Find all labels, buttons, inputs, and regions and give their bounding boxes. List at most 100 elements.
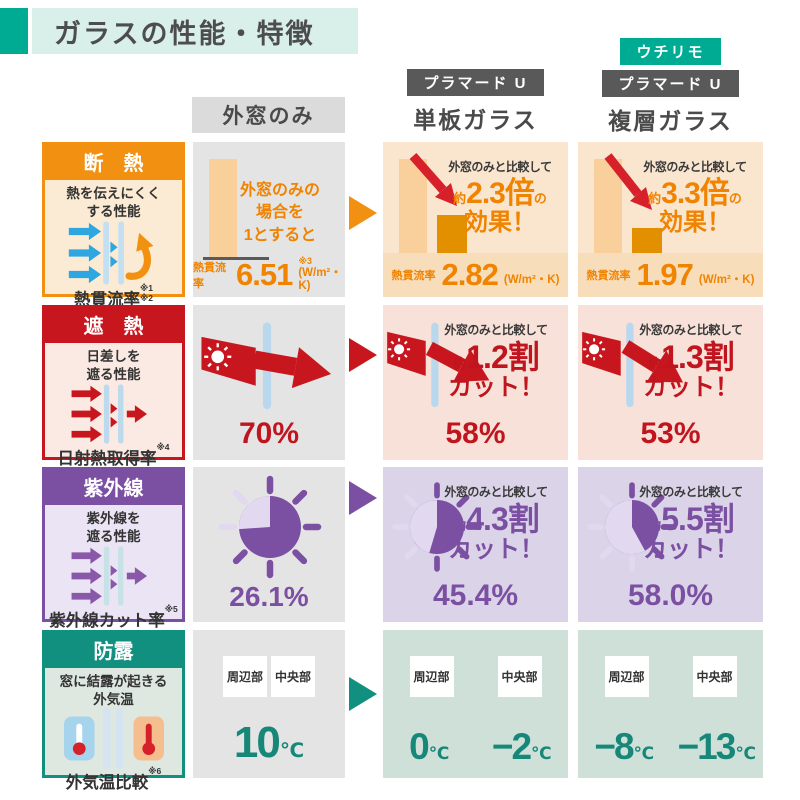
temp-label-edge: 周辺部 <box>604 656 649 697</box>
baseline-note-line2: 場合を <box>255 204 304 222</box>
cut-word: カット！ <box>448 373 544 401</box>
row-metric-label: 紫外線カット率 <box>49 612 165 631</box>
row-label-heat: 遮 熱 日差しを 遮る性能 <box>42 305 185 468</box>
compare-arrow-icon <box>349 196 377 230</box>
baseline-note-line1: 外窓のみの <box>239 182 320 199</box>
page-title: ガラスの性能・特徴 <box>32 8 358 54</box>
column-header-baseline-label: 外窓のみ <box>222 105 315 128</box>
compare-note: 外窓のみと比較して <box>444 485 548 499</box>
metric-note: ※3 <box>298 256 313 267</box>
metric-unit: (W/m²・K) <box>503 273 560 286</box>
temp-label-center: 中央部 <box>271 656 315 697</box>
cell-insulation-baseline: 外窓のみの 場合を 1とすると 熱貫流率 6.51 ※3 (W/m²・K) <box>193 142 345 297</box>
cell-uv-double: 外窓のみと比較して 約5.5割 カット！ 58.0% <box>578 467 763 622</box>
temp-label-center: 中央部 <box>692 656 737 697</box>
metric-label: 熱貫流率 <box>391 270 436 282</box>
row-desc-line2: 遮る性能 <box>86 528 141 544</box>
row-label-uv: 紫外線 紫外線を 遮る性能 <box>42 467 185 630</box>
row-label-dew: 防露 窓に結露が起きる 外気温 外気温比較 ※6 <box>42 630 185 792</box>
cell-uv-single: 外窓のみと比較して 約4.3割 カット！ 45.4% <box>383 467 568 622</box>
cell-dew-double: 周辺部 中央部 −8 ℃ −13 ℃ <box>578 630 763 778</box>
plamado-badge: プラマード U <box>407 69 544 96</box>
metric-unit: (W/m²・K) <box>698 273 755 286</box>
temp-value: 10 <box>233 718 281 767</box>
heat-arrows-icon <box>65 383 163 445</box>
row-title: 遮 熱 <box>45 308 182 343</box>
improved-bar <box>437 215 467 257</box>
metric-value: 6.51 <box>235 257 293 292</box>
improved-bar <box>632 228 662 257</box>
cut-word: カット！ <box>643 535 739 563</box>
row-desc-line1: 窓に結露が起きる <box>59 674 168 689</box>
metric-value: 2.82 <box>441 257 499 292</box>
row-desc-line1: 紫外線を <box>86 511 141 526</box>
uv-sun-pie-icon <box>392 482 482 572</box>
row-desc-line1: 熱を伝えにくく <box>66 186 161 201</box>
rate-value: 45.4% <box>432 579 519 612</box>
cell-insulation-double: 外窓のみと比較して 約3.3倍の 効果！ 熱貫流率 1.97 (W/m²・K) <box>578 142 763 297</box>
cell-dew-single: 周辺部 中央部 0 ℃ −2 ℃ <box>383 630 568 778</box>
effect-word: 効果！ <box>659 208 731 236</box>
page-title-text: ガラスの性能・特徴 <box>54 18 315 49</box>
row-title: 紫外線 <box>45 470 182 505</box>
cell-heat-baseline: 70% <box>193 305 345 460</box>
rate-value: 70% <box>238 417 300 450</box>
cut-value: 4.3割 <box>466 501 539 537</box>
cell-heat-double: 外窓のみと比較して 約1.3割 カット！ 53% <box>578 305 763 460</box>
compare-note: 外窓のみと比較して <box>448 160 552 174</box>
column-header-baseline: 外窓のみ <box>192 97 345 133</box>
insulation-arrows-icon <box>65 220 163 286</box>
sun-heat-arrow-icon <box>387 322 490 408</box>
cut-value: 5.5割 <box>661 501 734 537</box>
row-metric-label: 日射熱取得率 <box>57 450 157 469</box>
row-desc-line2: する性能 <box>86 203 141 219</box>
column-header-double: ウチリモ プラマード U 複層ガラス <box>578 38 763 136</box>
thermometers-icon <box>63 708 164 770</box>
row-title: 断 熱 <box>45 145 182 180</box>
cell-insulation-single: 外窓のみと比較して 約2.3倍の 効果！ 熱貫流率 2.82 (W/m²・K) <box>383 142 568 297</box>
cut-word: カット！ <box>643 373 739 401</box>
plamado-badge: プラマード U <box>602 70 739 97</box>
title-accent-square <box>0 8 28 54</box>
compare-arrow-icon <box>349 481 377 515</box>
metric-unit: (W/m²・K) <box>298 267 342 292</box>
cut-value: 1.3割 <box>661 339 734 375</box>
compare-note: 外窓のみと比較して <box>643 160 747 174</box>
temp-label-edge: 周辺部 <box>409 656 454 697</box>
row-heat-shading: 遮 熱 日差しを 遮る性能 <box>0 305 800 468</box>
rate-value: 26.1% <box>229 581 309 612</box>
temp-value-center: −13 <box>677 726 737 767</box>
row-dew-proof: 防露 窓に結露が起きる 外気温 外気温比較 ※6 <box>0 630 800 792</box>
rate-value: 58.0% <box>627 579 714 612</box>
row-metric-label: 外気温比較 <box>65 774 149 793</box>
uv-sun-pie-icon <box>218 475 322 579</box>
bar-chart <box>588 150 684 260</box>
row-desc-line2: 外気温 <box>93 691 134 707</box>
compare-arrow-icon <box>349 338 377 372</box>
baseline-bar <box>399 159 427 257</box>
row-uv: 紫外線 紫外線を 遮る性能 <box>0 467 800 630</box>
uv-sun-pie-icon <box>587 482 677 572</box>
column-title-double: 複層ガラス <box>608 108 733 134</box>
uchirimo-badge: ウチリモ <box>620 38 721 65</box>
sun-heat-arrow-icon <box>582 322 684 408</box>
temp-label-center: 中央部 <box>497 656 542 697</box>
row-insulation: 断 熱 熱を伝えにくく する性能 <box>0 142 800 309</box>
column-header-single: プラマード U 単板ガラス <box>383 69 568 135</box>
row-title: 防露 <box>45 633 182 668</box>
decrease-arrow-icon <box>409 153 457 206</box>
row-desc-line2: 遮る性能 <box>86 366 141 382</box>
metric-label: 熱貫流率 <box>193 262 226 290</box>
temp-value-edge: −8 <box>594 726 634 767</box>
row-metric-label: 熱貫流率 <box>74 291 140 310</box>
cut-word: カット！ <box>448 535 544 563</box>
compare-note: 外窓のみと比較して <box>444 323 548 337</box>
temp-value-edge: 0 <box>409 726 430 767</box>
cell-uv-baseline: 26.1% <box>193 467 345 622</box>
sun-heat-arrow-icon <box>201 322 332 410</box>
rate-value: 53% <box>640 417 701 450</box>
rate-value: 58% <box>445 417 506 450</box>
compare-arrow-icon <box>349 677 377 711</box>
bar-chart <box>203 150 299 260</box>
